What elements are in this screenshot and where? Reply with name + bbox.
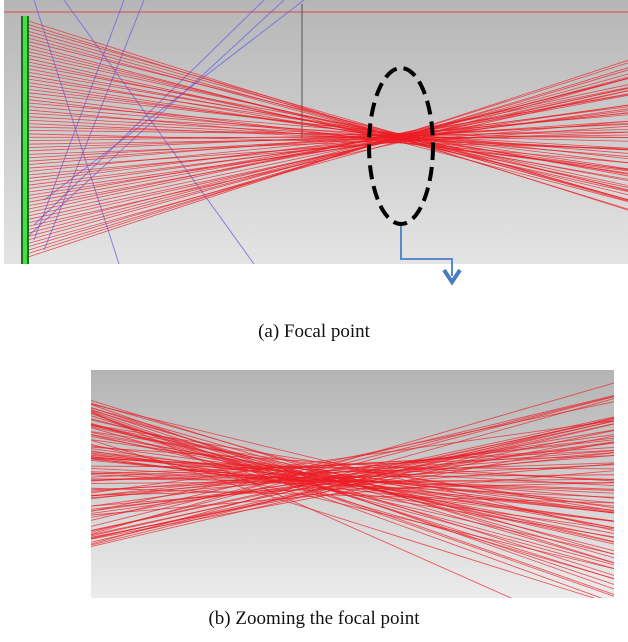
ray [24,73,628,242]
ray [24,112,628,149]
ray-trace-canvas-a [4,0,628,264]
arrow-down-icon [442,268,462,286]
ray [24,29,628,201]
ray [91,451,614,507]
ray [91,434,614,507]
ray [91,423,614,566]
ray [24,120,628,162]
zoom-arrow [400,226,462,286]
ray [24,26,628,201]
ray [91,382,614,535]
ray [24,59,628,259]
ray [24,78,628,245]
ray [24,119,628,151]
ray [91,398,614,545]
ray [24,128,628,149]
ray [24,122,628,159]
caption-a: (a) Focal point [258,321,370,342]
ray [24,23,628,210]
ray [91,439,614,513]
blue-ray [33,0,265,226]
ray [91,465,614,470]
lens-highlight [23,16,27,264]
ray [91,407,614,576]
ray [91,431,614,539]
ray [91,395,614,521]
ray [91,431,614,509]
ray [91,400,614,564]
ray [24,47,628,196]
ray [24,112,628,180]
ray [24,92,628,160]
blue-ray [33,0,120,264]
ray-trace-canvas-b [91,370,614,598]
ray [91,420,614,494]
caption-b: (b) Zooming the focal point [208,608,420,629]
blue-ray [43,0,145,251]
ray [91,455,614,475]
ray [24,116,628,151]
ray [91,487,614,504]
ray [24,36,628,201]
ray [91,439,596,598]
ray [91,395,614,527]
arrow-line [400,226,453,276]
ray [91,412,614,597]
ray [24,105,628,157]
ray-trace-view-a [4,0,628,264]
ray [24,62,628,255]
ray [91,415,614,580]
ray [91,452,614,514]
ray [91,424,614,569]
blue-ray [43,0,305,201]
ray [24,131,628,155]
ray [24,88,628,217]
ray [91,445,614,514]
ray [91,482,614,496]
ray [24,40,628,192]
blue-ray [23,0,285,241]
focal-point-ellipse [367,66,435,226]
blue-ray [33,0,125,241]
ray [24,74,628,180]
ray-trace-view-b [91,370,614,598]
ray [91,474,614,498]
red-rays-zoomed [91,382,614,598]
red-rays [24,19,628,259]
